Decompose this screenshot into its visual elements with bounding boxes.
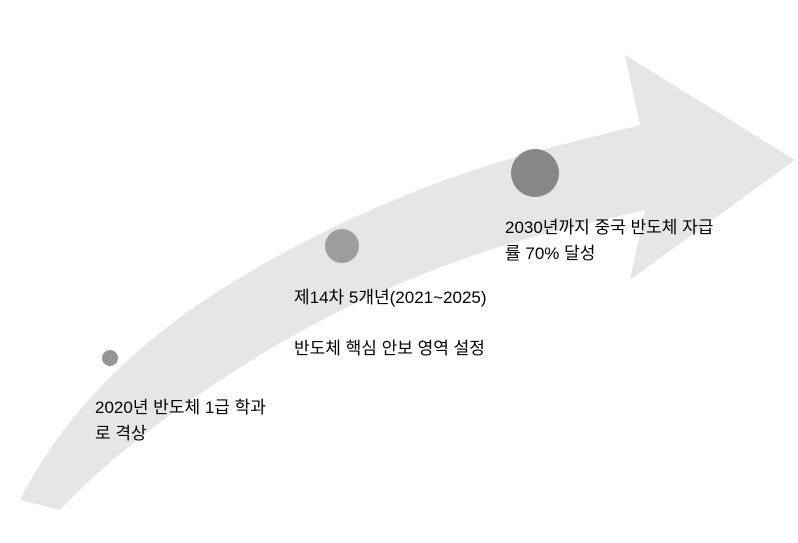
milestone-dot-2 (325, 229, 359, 263)
milestone-dot-1 (102, 350, 118, 366)
milestone-dot-3 (511, 149, 559, 197)
milestone-label-3: 2030년까지 중국 반도체 자급률 70% 달성 (505, 215, 715, 266)
milestone-label-1: 2020년 반도체 1급 학과로 격상 (95, 395, 275, 446)
arrow-svg (0, 0, 798, 538)
curved-arrow-diagram (0, 0, 798, 538)
milestone-label-2: 제14차 5개년(2021~2025) 반도체 핵심 안보 영역 설정 (294, 285, 494, 362)
